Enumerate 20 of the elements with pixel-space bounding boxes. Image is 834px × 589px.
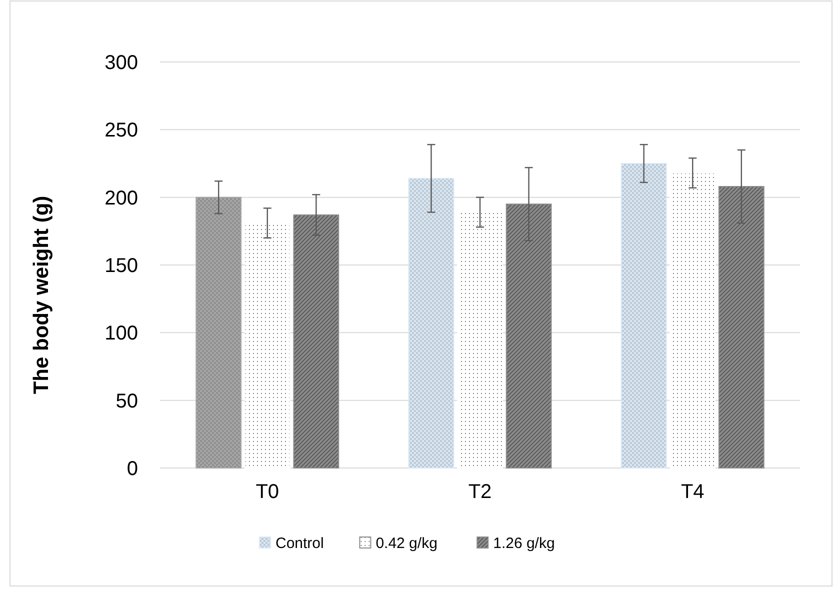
bar xyxy=(293,214,340,468)
y-tick-label: 150 xyxy=(104,255,138,277)
legend-label: 1.26 g/kg xyxy=(493,535,555,552)
x-tick-label: T2 xyxy=(468,481,492,503)
bar xyxy=(718,186,764,468)
legend-label: Control xyxy=(276,535,324,552)
x-tick-label: T4 xyxy=(680,481,704,503)
bar xyxy=(196,196,242,468)
y-tick-label: 100 xyxy=(104,322,138,345)
y-tick-label: 50 xyxy=(116,390,138,412)
bar xyxy=(408,178,454,468)
bar xyxy=(506,204,552,468)
legend-label: 0.42 g/kg xyxy=(376,535,438,552)
y-tick-label: 0 xyxy=(126,458,138,480)
y-tick-label: 200 xyxy=(104,187,138,210)
y-tick-label: 300 xyxy=(104,52,138,74)
y-tick-label: 250 xyxy=(104,120,138,142)
y-axis-title: The body weight (g) xyxy=(30,196,53,394)
bar xyxy=(620,163,667,468)
x-tick-label: T0 xyxy=(256,481,280,503)
